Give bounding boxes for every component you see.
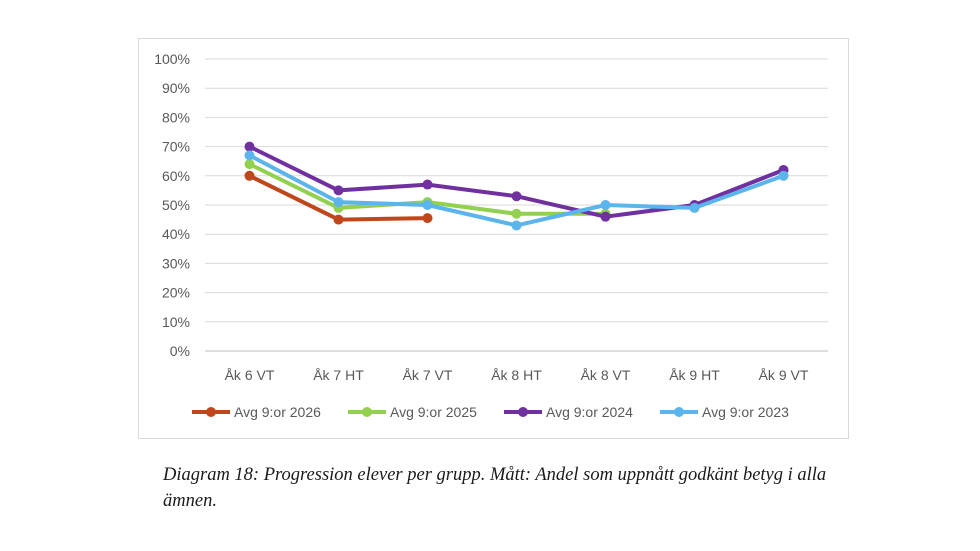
series-1 bbox=[244, 170, 433, 225]
y-tick-label: 20% bbox=[162, 285, 190, 301]
series-lines bbox=[244, 141, 789, 231]
data-point bbox=[511, 191, 522, 202]
y-tick-label: 50% bbox=[162, 197, 190, 213]
legend-swatch-marker bbox=[674, 407, 684, 417]
data-point bbox=[511, 220, 522, 231]
legend-item: Avg 9:or 2025 bbox=[348, 404, 477, 420]
legend-item: Avg 9:or 2024 bbox=[504, 404, 633, 420]
legend-label: Avg 9:or 2023 bbox=[702, 404, 789, 420]
y-axis-ticks: 0% 10% 20% 30% 40% 50% 60% 70% 80% 90% 100% bbox=[154, 51, 190, 359]
y-tick-label: 10% bbox=[162, 314, 190, 330]
gridlines bbox=[205, 58, 828, 352]
chart-frame bbox=[138, 38, 849, 439]
data-point bbox=[244, 170, 255, 181]
x-tick-label: Åk 9 HT bbox=[669, 367, 720, 383]
legend-label: Avg 9:or 2025 bbox=[390, 404, 477, 420]
y-tick-label: 0% bbox=[170, 343, 190, 359]
legend-swatch-marker bbox=[206, 407, 216, 417]
y-tick-label: 70% bbox=[162, 139, 190, 155]
legend-label: Avg 9:or 2024 bbox=[546, 404, 633, 420]
series-4 bbox=[244, 150, 789, 231]
data-point bbox=[333, 214, 344, 225]
x-tick-label: Åk 8 VT bbox=[581, 367, 631, 383]
y-tick-label: 100% bbox=[154, 51, 190, 67]
x-tick-label: Åk 8 HT bbox=[491, 367, 542, 383]
data-point bbox=[333, 185, 344, 196]
y-tick-label: 30% bbox=[162, 255, 190, 271]
data-point bbox=[244, 141, 255, 152]
y-tick-label: 60% bbox=[162, 168, 190, 184]
data-point bbox=[778, 170, 789, 181]
y-tick-label: 40% bbox=[162, 226, 190, 242]
data-point bbox=[422, 179, 433, 190]
y-tick-label: 90% bbox=[162, 80, 190, 96]
legend-swatch-marker bbox=[362, 407, 372, 417]
data-point bbox=[422, 200, 433, 210]
data-point bbox=[600, 200, 611, 210]
x-tick-label: Åk 6 VT bbox=[225, 367, 275, 383]
legend-item: Avg 9:or 2026 bbox=[192, 404, 321, 420]
x-axis-ticks: Åk 6 VT Åk 7 HT Åk 7 VT Åk 8 HT Åk 8 VT Åk 9 … bbox=[225, 367, 809, 383]
data-point bbox=[511, 208, 522, 219]
legend-label: Avg 9:or 2026 bbox=[234, 404, 321, 420]
figure-caption: Diagram 18: Progression elever per grupp… bbox=[163, 465, 827, 511]
x-tick-label: Åk 7 VT bbox=[403, 367, 453, 383]
legend-item: Avg 9:or 2023 bbox=[660, 404, 789, 420]
data-point bbox=[244, 159, 255, 170]
legend-swatch-marker bbox=[518, 407, 528, 417]
data-point bbox=[689, 202, 700, 213]
data-point bbox=[600, 211, 611, 222]
x-tick-label: Åk 9 VT bbox=[759, 367, 809, 383]
data-point bbox=[244, 150, 255, 161]
data-point bbox=[422, 213, 433, 224]
y-tick-label: 80% bbox=[162, 109, 190, 125]
x-tick-label: Åk 7 HT bbox=[313, 367, 364, 383]
legend: Avg 9:or 2026 Avg 9:or 2025 Avg 9:or 2024 A… bbox=[192, 404, 789, 420]
data-point bbox=[333, 197, 344, 208]
